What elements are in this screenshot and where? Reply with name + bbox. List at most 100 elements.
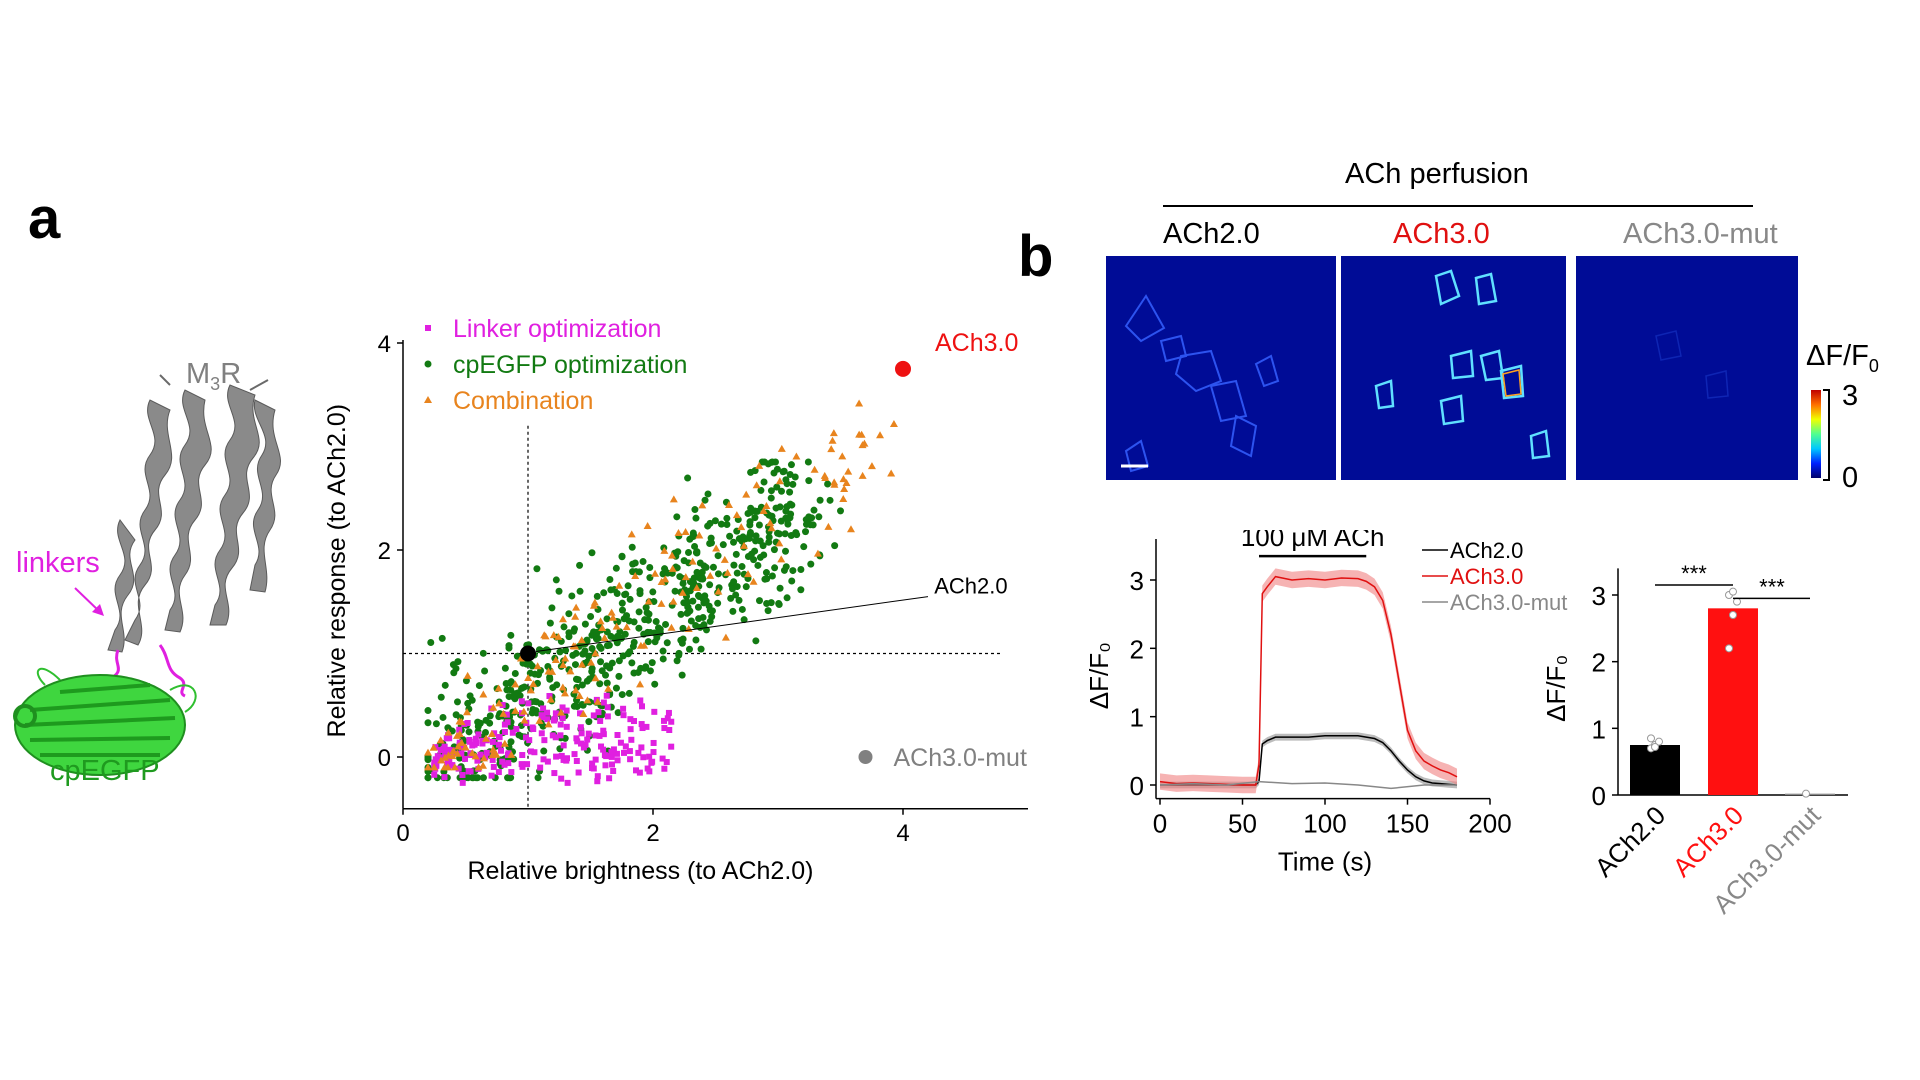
data-point [490, 749, 499, 757]
data-point [537, 764, 544, 771]
data-point [717, 520, 725, 528]
data-point [777, 487, 785, 495]
data-point [581, 620, 589, 628]
data-point [531, 670, 539, 678]
data-point [714, 599, 722, 607]
data-point [661, 717, 668, 724]
data-point [761, 575, 769, 583]
data-point [548, 667, 557, 675]
data-point [767, 524, 776, 532]
data-point [603, 692, 610, 699]
data-point [490, 763, 497, 770]
data-point [560, 742, 567, 749]
replicate-point [1725, 644, 1733, 653]
data-point [707, 534, 715, 542]
data-point [742, 490, 751, 498]
imaging-header: ACh perfusion [1345, 158, 1529, 190]
data-point [860, 439, 869, 447]
data-point [448, 752, 457, 760]
arrow-head-icon [92, 604, 104, 616]
replicate-point [1651, 743, 1659, 751]
data-point [546, 695, 555, 703]
data-point [552, 734, 559, 741]
data-point [505, 642, 513, 650]
data-point [787, 461, 795, 469]
data-point [577, 710, 584, 717]
data-point [609, 761, 616, 768]
data-point [600, 727, 607, 734]
data-point [648, 759, 655, 766]
data-point [627, 726, 634, 733]
data-point [479, 774, 487, 782]
data-point [479, 690, 488, 698]
data-point [524, 761, 531, 768]
data-point [438, 634, 446, 642]
data-point [424, 707, 432, 715]
data-point [828, 436, 837, 444]
y-tick-label: 0 [1130, 771, 1144, 801]
data-point [546, 619, 554, 627]
data-point [830, 480, 839, 488]
data-point [501, 664, 509, 672]
data-point [558, 752, 565, 759]
data-point [804, 458, 812, 466]
data-point [454, 658, 462, 666]
data-point [633, 767, 640, 774]
data-point [752, 637, 760, 645]
data-point [578, 740, 585, 747]
data-point [699, 613, 707, 621]
data-point [681, 573, 690, 581]
data-point [659, 647, 667, 655]
data-point [551, 655, 560, 663]
data-point [755, 521, 763, 529]
data-point [643, 521, 652, 529]
data-point [597, 717, 604, 724]
data-point [630, 638, 638, 646]
data-point [636, 680, 645, 688]
data-point [837, 507, 844, 515]
data-point [678, 671, 686, 679]
data-point [652, 618, 660, 626]
data-point [810, 506, 818, 514]
data-point [669, 597, 678, 605]
y-axis-label: ΔF/F₀ [1541, 655, 1571, 722]
data-point [450, 669, 458, 677]
data-point [602, 671, 610, 679]
data-point [708, 607, 716, 615]
data-point [568, 592, 576, 600]
data-point [651, 569, 660, 577]
data-point [616, 628, 624, 636]
data-point [630, 718, 637, 725]
data-point [706, 581, 714, 589]
data-point [474, 757, 481, 764]
data-point [559, 714, 566, 721]
x-tick-label: 4 [896, 820, 909, 847]
data-point [443, 763, 452, 771]
data-point [646, 753, 653, 760]
data-point [627, 716, 634, 723]
data-point [499, 702, 506, 709]
data-point [513, 726, 520, 733]
data-point [461, 755, 468, 762]
data-point [552, 710, 559, 717]
data-point [564, 755, 571, 762]
imaging-header-line [1163, 205, 1753, 207]
data-point [558, 683, 567, 691]
data-point [622, 743, 629, 750]
data-point [474, 722, 482, 730]
data-point [606, 575, 614, 583]
data-point [800, 543, 808, 551]
data-point [608, 613, 617, 621]
data-point [678, 639, 686, 647]
data-point [597, 658, 605, 666]
receptor-helices [107, 384, 281, 653]
data-point [575, 769, 582, 776]
data-point [643, 723, 650, 730]
data-point [509, 729, 516, 736]
data-point [844, 467, 853, 475]
data-point [651, 680, 659, 688]
data-point [781, 530, 789, 538]
data-point [505, 750, 512, 757]
data-point [692, 514, 700, 522]
data-point [561, 654, 570, 662]
